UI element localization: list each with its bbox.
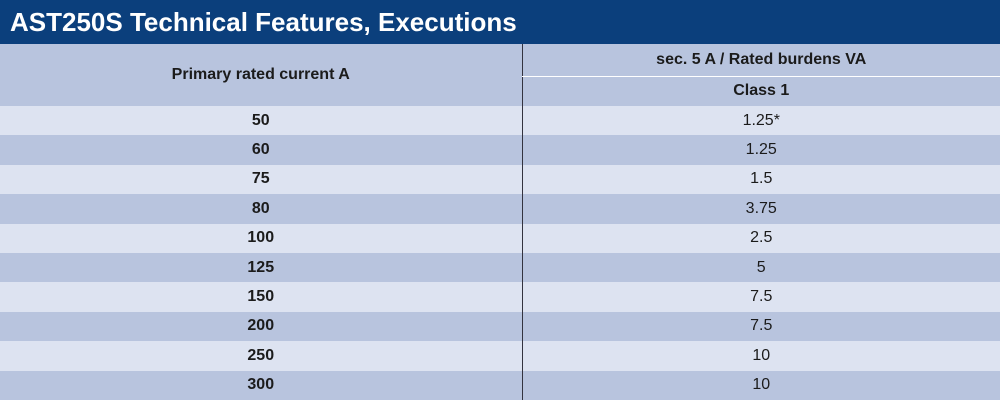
- class-1-header: Class 1: [521, 76, 1000, 106]
- primary-current-cell: 100: [0, 223, 522, 253]
- class-1-burden-cell: 1.25*: [521, 106, 1000, 136]
- class-1-burden-cell: 1.25: [521, 135, 1000, 165]
- table-title: AST250S Technical Features, Executions: [0, 0, 1000, 44]
- class-1-burden-cell: 1.5: [521, 164, 1000, 195]
- primary-current-cell: 300: [0, 370, 522, 400]
- table-row: 250 10: [0, 341, 1000, 371]
- primary-current-header: Primary rated current A: [0, 44, 522, 106]
- table-row: 80 3.75: [0, 194, 1000, 224]
- class-1-burden-cell: 2.5: [521, 223, 1000, 253]
- primary-current-cell: 75: [0, 164, 522, 195]
- table-row: 150 7.5: [0, 282, 1000, 312]
- primary-current-cell: 50: [0, 106, 522, 136]
- class-1-burden-cell: 7.5: [521, 311, 1000, 342]
- spec-table: Primary rated current A sec. 5 A / Rated…: [0, 44, 1000, 400]
- class-1-burden-cell: 5: [521, 252, 1000, 283]
- primary-current-cell: 150: [0, 282, 522, 312]
- class-1-burden-cell: 10: [521, 370, 1000, 400]
- primary-current-cell: 80: [0, 194, 522, 224]
- primary-current-cell: 125: [0, 252, 522, 283]
- primary-current-cell: 200: [0, 311, 522, 342]
- primary-current-cell: 60: [0, 135, 522, 165]
- class-1-burden-cell: 10: [521, 341, 1000, 371]
- table-row: 100 2.5: [0, 223, 1000, 253]
- table-row: 125 5: [0, 252, 1000, 283]
- class-1-burden-cell: 7.5: [521, 282, 1000, 312]
- table-row: 300 10: [0, 370, 1000, 400]
- table-row: 50 1.25*: [0, 106, 1000, 136]
- table-row: 75 1.5: [0, 164, 1000, 195]
- table-row: 200 7.5: [0, 311, 1000, 342]
- table-row: 60 1.25: [0, 135, 1000, 165]
- rated-burdens-header: sec. 5 A / Rated burdens VA: [521, 44, 1000, 77]
- class-1-burden-cell: 3.75: [521, 194, 1000, 224]
- primary-current-cell: 250: [0, 341, 522, 371]
